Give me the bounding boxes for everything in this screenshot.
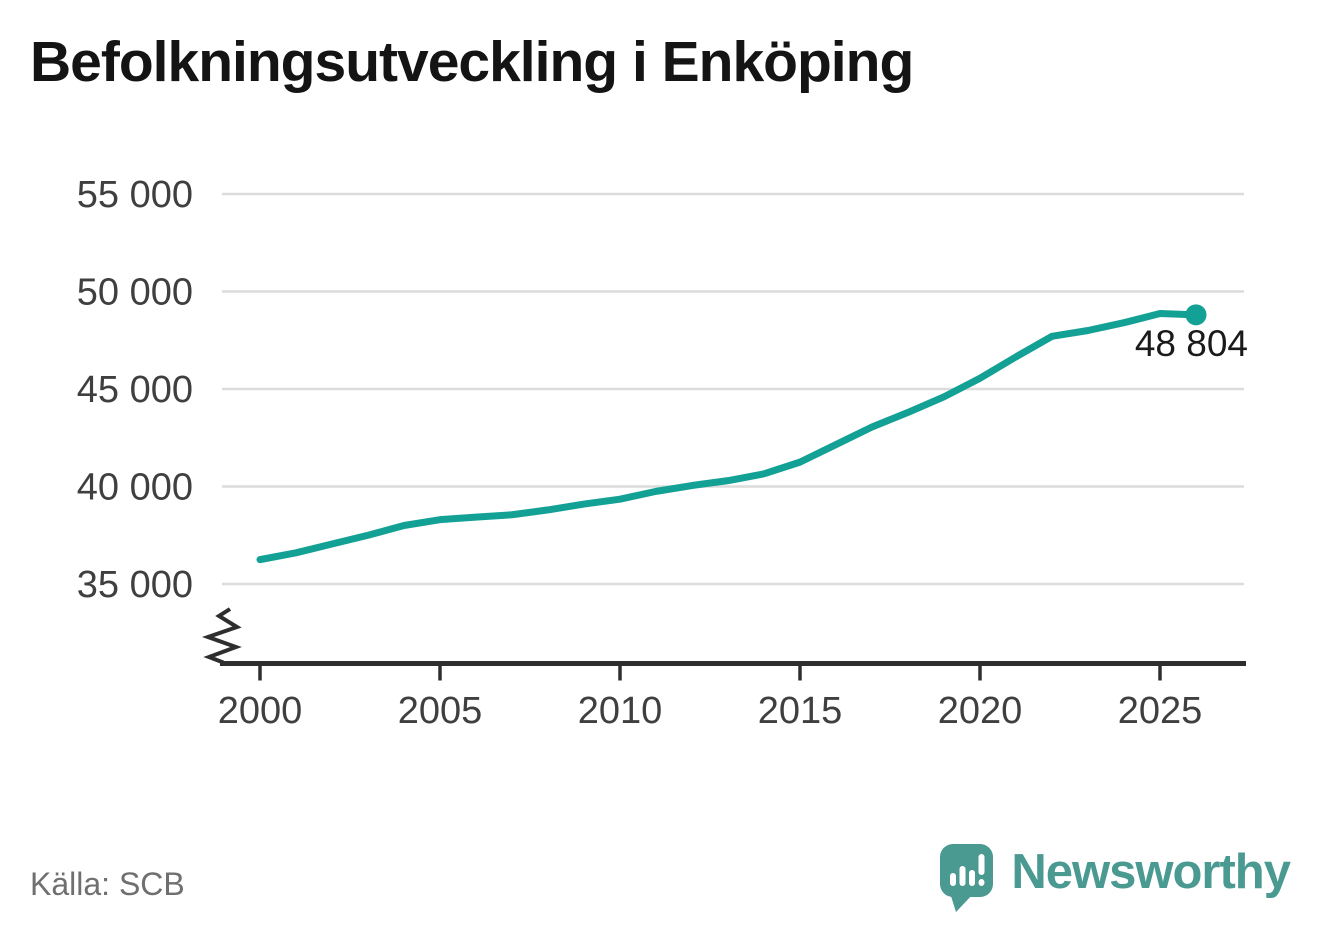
latest-value-label: 48 804 <box>1135 323 1248 364</box>
x-axis-tick-label: 2000 <box>218 690 303 732</box>
chart-title: Befolkningsutveckling i Enköping <box>30 30 914 94</box>
newsworthy-wordmark: Newsworthy <box>1011 844 1291 899</box>
speech-bubble-bar-chart-icon <box>940 844 994 912</box>
latest-value-marker <box>1185 304 1207 326</box>
x-axis-tick-label: 2020 <box>938 690 1023 732</box>
y-axis-tick-label: 55 000 <box>77 174 193 216</box>
x-axis-tick-label: 2015 <box>758 690 843 732</box>
source-note: Källa: SCB <box>30 866 185 902</box>
y-axis-break-icon <box>201 607 242 666</box>
x-axis-tick-label: 2010 <box>578 690 663 732</box>
y-axis-tick-label: 40 000 <box>77 467 193 509</box>
y-axis-tick-label: 50 000 <box>77 272 193 314</box>
x-axis-tick-label: 2025 <box>1118 690 1203 732</box>
newsworthy-logo: Newsworthy <box>939 843 1291 913</box>
y-axis-tick-label: 45 000 <box>77 369 193 411</box>
logo-bars-and-exclamation <box>950 854 985 886</box>
y-axis-tick-label: 35 000 <box>77 564 193 606</box>
population-line <box>256 310 1200 564</box>
x-axis-tick-label: 2005 <box>398 690 483 732</box>
logo-bubble <box>940 844 994 912</box>
